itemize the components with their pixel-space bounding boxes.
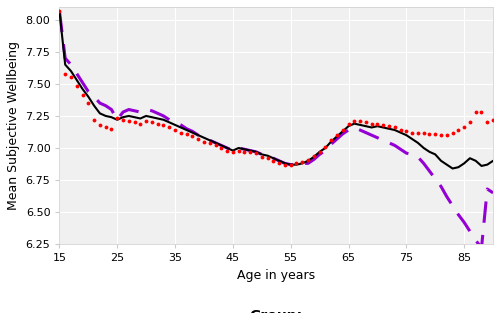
X-axis label: Age in years: Age in years <box>237 269 316 282</box>
Legend: all persons, male, female: all persons, male, female <box>128 304 424 313</box>
Y-axis label: Mean Subjective Wellbeing: Mean Subjective Wellbeing <box>7 41 20 210</box>
